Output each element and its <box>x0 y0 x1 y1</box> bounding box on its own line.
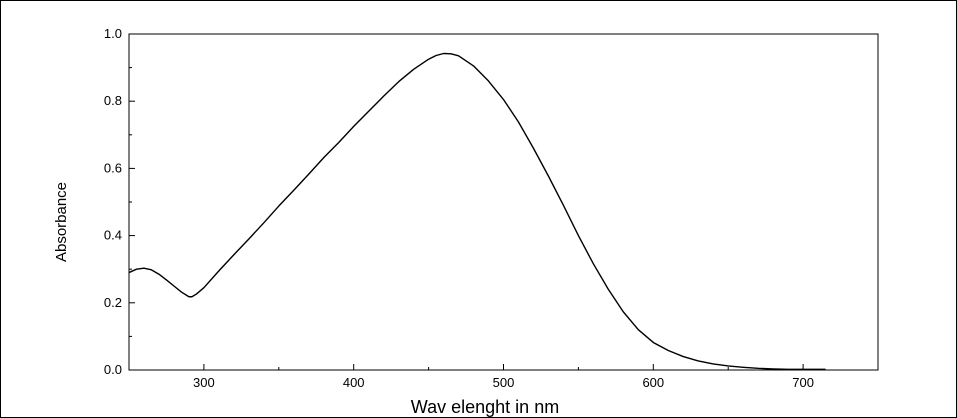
x-tick-label: 400 <box>343 375 365 390</box>
y-tick-label: 1.0 <box>104 26 122 41</box>
y-tick-label: 0.6 <box>104 160 122 175</box>
axis-ticks <box>128 33 879 371</box>
plot-area-border <box>128 33 879 371</box>
x-tick-label: 500 <box>493 375 515 390</box>
x-tick-label: 600 <box>642 375 664 390</box>
x-axis-title: Wav elenght in nm <box>411 397 559 417</box>
tick-labels: 300 400 500 600 700 0.0 0.2 0.4 0.6 0.8 1.0 <box>104 26 814 390</box>
series-line <box>128 52 826 371</box>
x-tick-label: 300 <box>193 375 215 390</box>
y-tick-label: 0.8 <box>104 93 122 108</box>
y-axis-title: Absorbance <box>53 182 70 262</box>
y-tick-label: 0.0 <box>104 362 122 377</box>
y-tick-label: 0.4 <box>104 228 122 243</box>
x-tick-label: 700 <box>792 375 814 390</box>
y-tick-label: 0.2 <box>104 295 122 310</box>
